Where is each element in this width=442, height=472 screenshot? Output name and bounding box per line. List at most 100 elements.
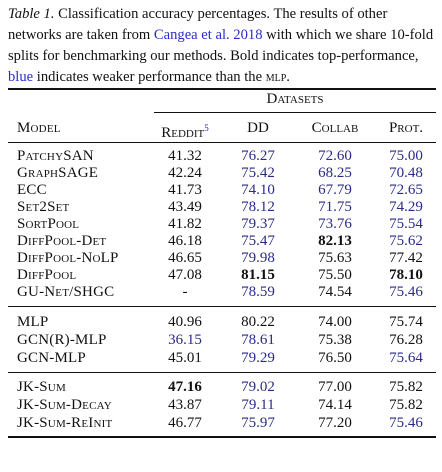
prot-value: 75.00	[389, 148, 423, 164]
datasets-header: Datasets	[266, 91, 324, 107]
header-model: Model	[17, 120, 61, 136]
dd-value: 79.37	[241, 216, 275, 232]
datasets-rule	[154, 112, 436, 113]
table-row: ECC 41.73 74.10 67.79 72.65	[0, 179, 442, 201]
group-divider	[8, 372, 436, 373]
collab-value: 75.50	[318, 267, 352, 283]
dd-value: 78.59	[241, 284, 275, 300]
reddit-value: 47.16	[168, 379, 202, 395]
caption-label: Table 1.	[8, 6, 55, 22]
reddit-value: 42.24	[168, 165, 202, 181]
prot-value: 78.10	[389, 267, 423, 283]
reddit-value: 43.87	[168, 397, 202, 413]
prot-value: 75.82	[389, 397, 423, 413]
dd-value: 81.15	[241, 267, 275, 283]
reddit-value: 46.77	[168, 415, 202, 431]
prot-value: 75.46	[389, 415, 423, 431]
model-name: GCN-MLP	[17, 350, 86, 366]
table-row: DiffPool 47.08 81.15 75.50 78.10	[0, 264, 442, 286]
collab-value: 74.54	[318, 284, 352, 300]
dd-value: 79.02	[241, 379, 275, 395]
model-name: SortPool	[17, 216, 80, 232]
top-rule	[8, 88, 436, 90]
collab-value: 67.79	[318, 182, 352, 198]
dd-value: 79.98	[241, 250, 275, 266]
model-name: JK-Sum-Decay	[17, 397, 112, 413]
table-row: SortPool 41.82 79.37 73.76 75.54	[0, 213, 442, 235]
header-dd: DD	[247, 120, 269, 136]
reddit-value: -	[182, 284, 188, 300]
dd-value: 74.10	[241, 182, 275, 198]
reddit-value: 41.73	[168, 182, 202, 198]
table-row: JK-Sum-ReInit 46.77 75.97 77.20 75.46	[0, 412, 442, 434]
prot-value: 75.74	[389, 314, 423, 330]
collab-value: 74.14	[318, 397, 352, 413]
prot-value: 70.48	[389, 165, 423, 181]
dd-value: 75.42	[241, 165, 275, 181]
bottom-rule	[8, 436, 436, 438]
model-name: GU-Net/SHGC	[17, 284, 115, 300]
collab-value: 77.00	[318, 379, 352, 395]
collab-value: 73.76	[318, 216, 352, 232]
prot-value: 75.64	[389, 350, 423, 366]
table-row: GU-Net/SHGC - 78.59 74.54 75.46	[0, 281, 442, 303]
reddit-value: 47.08	[168, 267, 202, 283]
table-row: DiffPool-Det 46.18 75.47 82.13 75.62	[0, 230, 442, 252]
table-row: GraphSAGE 42.24 75.42 68.25 70.48	[0, 162, 442, 184]
caption-text-2: with which we share 10-fold splits for b…	[8, 27, 434, 64]
table-row: MLP 40.96 80.22 74.00 75.74	[0, 311, 442, 333]
dd-value: 75.97	[241, 415, 275, 431]
caption-blue-word: blue	[8, 69, 34, 85]
prot-value: 75.62	[389, 233, 423, 249]
header-rule	[8, 142, 436, 143]
table-row: PatchySAN 41.32 76.27 72.60 75.00	[0, 145, 442, 167]
table-row: JK-Sum 47.16 79.02 77.00 75.82	[0, 376, 442, 398]
reddit-value: 41.82	[168, 216, 202, 232]
table-row: JK-Sum-Decay 43.87 79.11 74.14 75.82	[0, 394, 442, 416]
header-prot: Prot.	[388, 120, 424, 136]
prot-value: 75.82	[389, 379, 423, 395]
collab-value: 75.38	[318, 332, 352, 348]
model-name: MLP	[17, 314, 49, 330]
reddit-value: 40.96	[168, 314, 202, 330]
model-name: DiffPool-Det	[17, 233, 107, 249]
caption-text-3: indicates weaker performance than the	[33, 69, 266, 85]
collab-value: 75.63	[318, 250, 352, 266]
caption-text-1: Classification accuracy percentages. The…	[8, 6, 388, 43]
model-name: DiffPool	[17, 267, 77, 283]
reddit-value: 41.32	[168, 148, 202, 164]
collab-value: 82.13	[318, 233, 352, 249]
collab-value: 77.20	[318, 415, 352, 431]
dd-value: 80.22	[241, 314, 275, 330]
model-name: PatchySAN	[17, 148, 94, 164]
group-divider	[8, 306, 436, 307]
header-reddit: Reddit5	[150, 117, 220, 144]
dd-value: 79.11	[241, 397, 275, 413]
table-row: GCN-MLP 45.01 79.29 76.50 75.64	[0, 347, 442, 369]
dd-value: 78.12	[241, 199, 275, 215]
header-row: Model Reddit5 DD Collab Prot.	[0, 117, 442, 141]
reddit-value: 43.49	[168, 199, 202, 215]
prot-value: 75.54	[389, 216, 423, 232]
dd-value: 78.61	[241, 332, 275, 348]
dd-value: 76.27	[241, 148, 275, 164]
collab-value: 71.75	[318, 199, 352, 215]
collab-value: 74.00	[318, 314, 352, 330]
table-row: DiffPool-NoLP 46.65 79.98 75.63 77.42	[0, 247, 442, 269]
citation-link[interactable]: Cangea et al. 2018	[153, 27, 263, 43]
header-reddit-label: Reddit	[161, 125, 205, 141]
collab-value: 72.60	[318, 148, 352, 164]
table-row: GCN(R)-MLP 36.15 78.61 75.38 76.28	[0, 329, 442, 351]
footnote-ref[interactable]: 5	[204, 123, 209, 133]
header-collab: Collab	[311, 120, 359, 136]
model-name: DiffPool-NoLP	[17, 250, 119, 266]
caption-mlp: mlp	[265, 69, 287, 85]
prot-value: 74.29	[389, 199, 423, 215]
prot-value: 75.46	[389, 284, 423, 300]
dd-value: 79.29	[241, 350, 275, 366]
model-name: JK-Sum	[17, 379, 66, 395]
dd-value: 75.47	[241, 233, 275, 249]
reddit-value: 46.18	[168, 233, 202, 249]
prot-value: 76.28	[389, 332, 423, 348]
